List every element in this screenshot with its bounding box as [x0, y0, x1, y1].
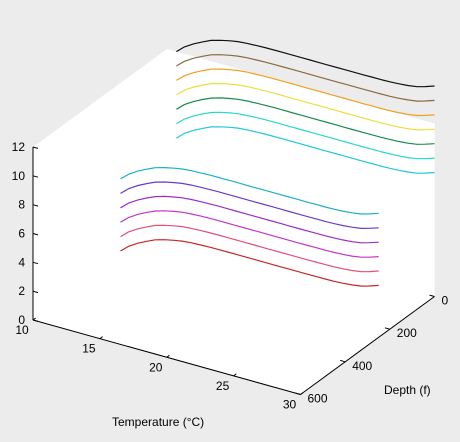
x-tick-label: 20	[149, 360, 163, 374]
y-tick-label: 600	[308, 392, 328, 406]
z-tick-mark	[32, 204, 39, 207]
series-line-11	[176, 68, 435, 117]
x-tick-mark	[300, 392, 304, 395]
x-tick-label: 10	[15, 323, 29, 337]
x-tick-mark	[233, 373, 237, 377]
y-tick-mark	[295, 392, 301, 395]
y-tick-label: 200	[397, 326, 417, 340]
series-line-4	[120, 195, 379, 244]
series-line-7	[176, 126, 435, 174]
series-line-2	[120, 224, 379, 273]
y-axis-title: Depth (f)	[384, 383, 431, 397]
z-tick-label: 12	[12, 140, 26, 154]
x-tick-label: 15	[82, 342, 96, 356]
x-axis-title: Temperature (°C)	[112, 415, 204, 429]
x-tick-mark	[32, 317, 36, 321]
series-line-9	[176, 97, 435, 145]
y-tick-mark	[429, 294, 435, 297]
back-wall-pane	[33, 49, 167, 320]
y-tick-label: 400	[352, 359, 372, 373]
y-axis-line	[300, 296, 435, 395]
x-tick-mark	[166, 354, 170, 358]
series-line-1	[120, 239, 379, 287]
z-tick-label: 8	[18, 198, 25, 212]
z-tick-label: 4	[18, 255, 25, 269]
y-tick-mark	[340, 359, 346, 363]
z-tick-mark	[32, 233, 39, 236]
z-tick-label: 10	[12, 169, 26, 183]
series-line-12	[176, 54, 435, 102]
series-line-13	[176, 39, 435, 88]
x-axis-line	[32, 319, 301, 395]
z-tick-mark	[32, 319, 39, 322]
side-wall-pane	[167, 49, 435, 297]
x-tick-mark	[99, 336, 103, 340]
series-line-8	[176, 111, 435, 160]
x-tick-label: 25	[216, 379, 230, 393]
series-group	[120, 39, 435, 287]
x-tick-label: 30	[283, 398, 297, 412]
series-line-10	[176, 82, 435, 131]
y-tick-mark	[384, 327, 390, 330]
series-line-3	[120, 210, 379, 258]
z-tick-mark	[32, 290, 39, 294]
z-tick-mark	[32, 261, 39, 265]
z-tick-label: 0	[18, 313, 25, 327]
z-tick-label: 2	[18, 284, 25, 298]
series-line-5	[120, 181, 379, 230]
series-line-6	[120, 166, 379, 215]
y-tick-label: 0	[442, 294, 449, 308]
z-tick-mark	[32, 146, 39, 149]
z-tick-mark	[32, 175, 39, 178]
z-tick-label: 6	[18, 227, 25, 241]
floor-pane	[33, 222, 435, 395]
tick-group: 0 2 4 6 8 10 12 10 15 20 25 30 0 200 400 600	[12, 140, 449, 412]
